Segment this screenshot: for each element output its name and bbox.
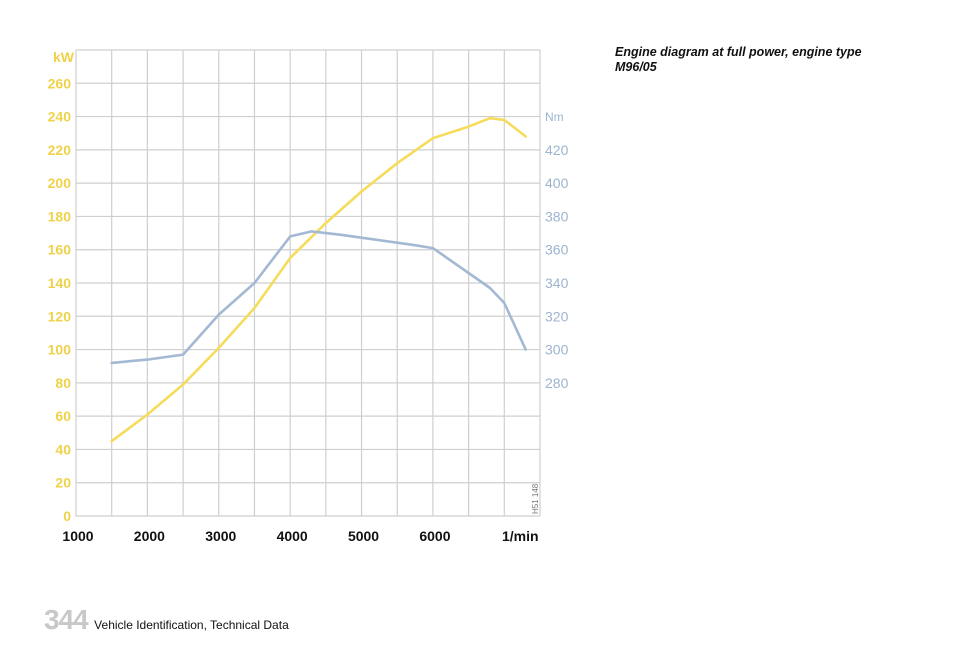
page-number: 344 <box>44 604 89 635</box>
x-tick-label: 6000 <box>419 528 450 544</box>
y-left-tick-label: 20 <box>55 475 71 491</box>
y-right-tick-label: 340 <box>545 275 569 291</box>
right-axis-label: Nm <box>545 110 564 124</box>
y-left-tick-label: 140 <box>48 275 72 291</box>
x-tick-label: 2000 <box>134 528 165 544</box>
y-right-tick-label: 380 <box>545 208 569 224</box>
x-unit-label: 1/min <box>502 528 539 544</box>
chart-series <box>110 116 527 443</box>
y-right-tick-label: 300 <box>545 342 569 358</box>
y-left-tick-label: 60 <box>55 408 71 424</box>
x-tick-label: 5000 <box>348 528 379 544</box>
left-axis-label: kW <box>53 49 75 65</box>
chart-caption: Engine diagram at full power, engine typ… <box>615 45 862 74</box>
y-right-tick-label: 320 <box>545 308 569 324</box>
chart-tick-labels: 0 20 40 60 80 100 120 140 160 180 200 220 240 260 280 3… <box>48 75 569 544</box>
y-left-tick-label: 180 <box>48 208 72 224</box>
torque-curve-line <box>110 230 527 365</box>
power-curve-line <box>110 116 527 443</box>
y-left-tick-label: 160 <box>48 242 72 258</box>
y-left-tick-label: 220 <box>48 142 72 158</box>
section-title: Vehicle Identification, Technical Data <box>94 618 289 632</box>
y-left-tick-label: 80 <box>55 375 71 391</box>
x-tick-label: 3000 <box>205 528 236 544</box>
y-left-tick-label: 260 <box>48 75 72 91</box>
figure-code: H51 148 <box>531 483 540 514</box>
y-right-tick-label: 420 <box>545 142 569 158</box>
y-left-tick-label: 100 <box>48 342 72 358</box>
y-left-tick-label: 240 <box>48 109 72 125</box>
y-right-tick-label: 280 <box>545 375 569 391</box>
y-right-tick-label: 400 <box>545 175 569 191</box>
y-left-tick-label: 120 <box>48 308 72 324</box>
y-right-tick-label: 360 <box>545 242 569 258</box>
y-left-tick-label: 200 <box>48 175 72 191</box>
y-left-tick-label: 40 <box>55 441 71 457</box>
x-tick-label: 1000 <box>62 528 93 544</box>
page-footer: 344 Vehicle Identification, Technical Da… <box>44 604 289 636</box>
chart-grid <box>75 49 541 517</box>
x-tick-label: 4000 <box>277 528 308 544</box>
y-left-tick-label: 0 <box>63 508 71 524</box>
